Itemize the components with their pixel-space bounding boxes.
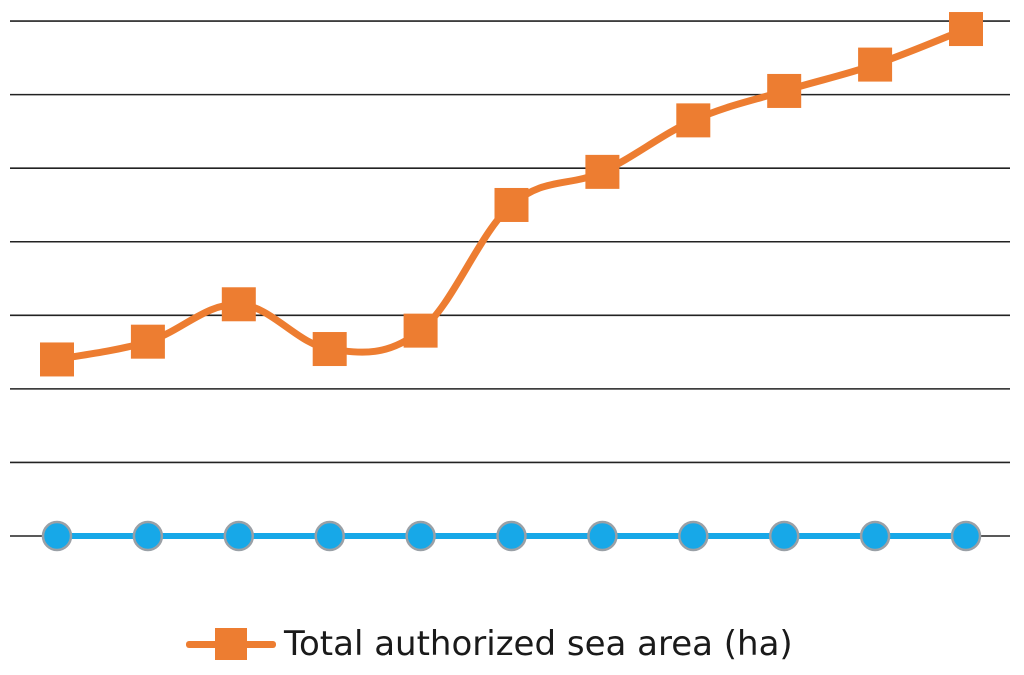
gridlines <box>10 20 1010 537</box>
data-point-s1-8 <box>768 520 800 552</box>
legend-swatch-icon <box>186 618 276 670</box>
data-point-s1-9 <box>859 520 891 552</box>
data-point-s0-2 <box>221 287 256 322</box>
data-point-s1-10 <box>950 520 982 552</box>
series-markers <box>40 12 983 552</box>
data-point-s0-7 <box>676 103 711 138</box>
line-chart <box>10 12 1010 552</box>
data-point-s0-3 <box>312 332 347 367</box>
data-point-s0-6 <box>585 154 620 189</box>
data-point-s0-1 <box>130 324 165 359</box>
data-point-s1-4 <box>405 520 436 552</box>
data-point-s0-9 <box>858 47 893 82</box>
data-point-s1-6 <box>587 520 618 552</box>
data-point-s1-2 <box>223 520 255 552</box>
data-point-s0-8 <box>767 73 802 108</box>
data-point-s1-1 <box>132 520 164 552</box>
data-point-s0-0 <box>40 342 74 377</box>
data-point-s0-4 <box>403 313 438 348</box>
series-lines <box>53 25 970 540</box>
data-point-s1-7 <box>678 520 709 552</box>
data-point-s0-10 <box>949 12 983 47</box>
data-point-s1-5 <box>496 520 527 552</box>
data-point-s1-3 <box>314 520 345 552</box>
data-point-s0-5 <box>494 187 529 222</box>
legend-label: Total authorized sea area (ha) <box>284 624 793 664</box>
data-point-s1-0 <box>41 520 73 552</box>
legend: Total authorized sea area (ha) <box>186 618 793 670</box>
